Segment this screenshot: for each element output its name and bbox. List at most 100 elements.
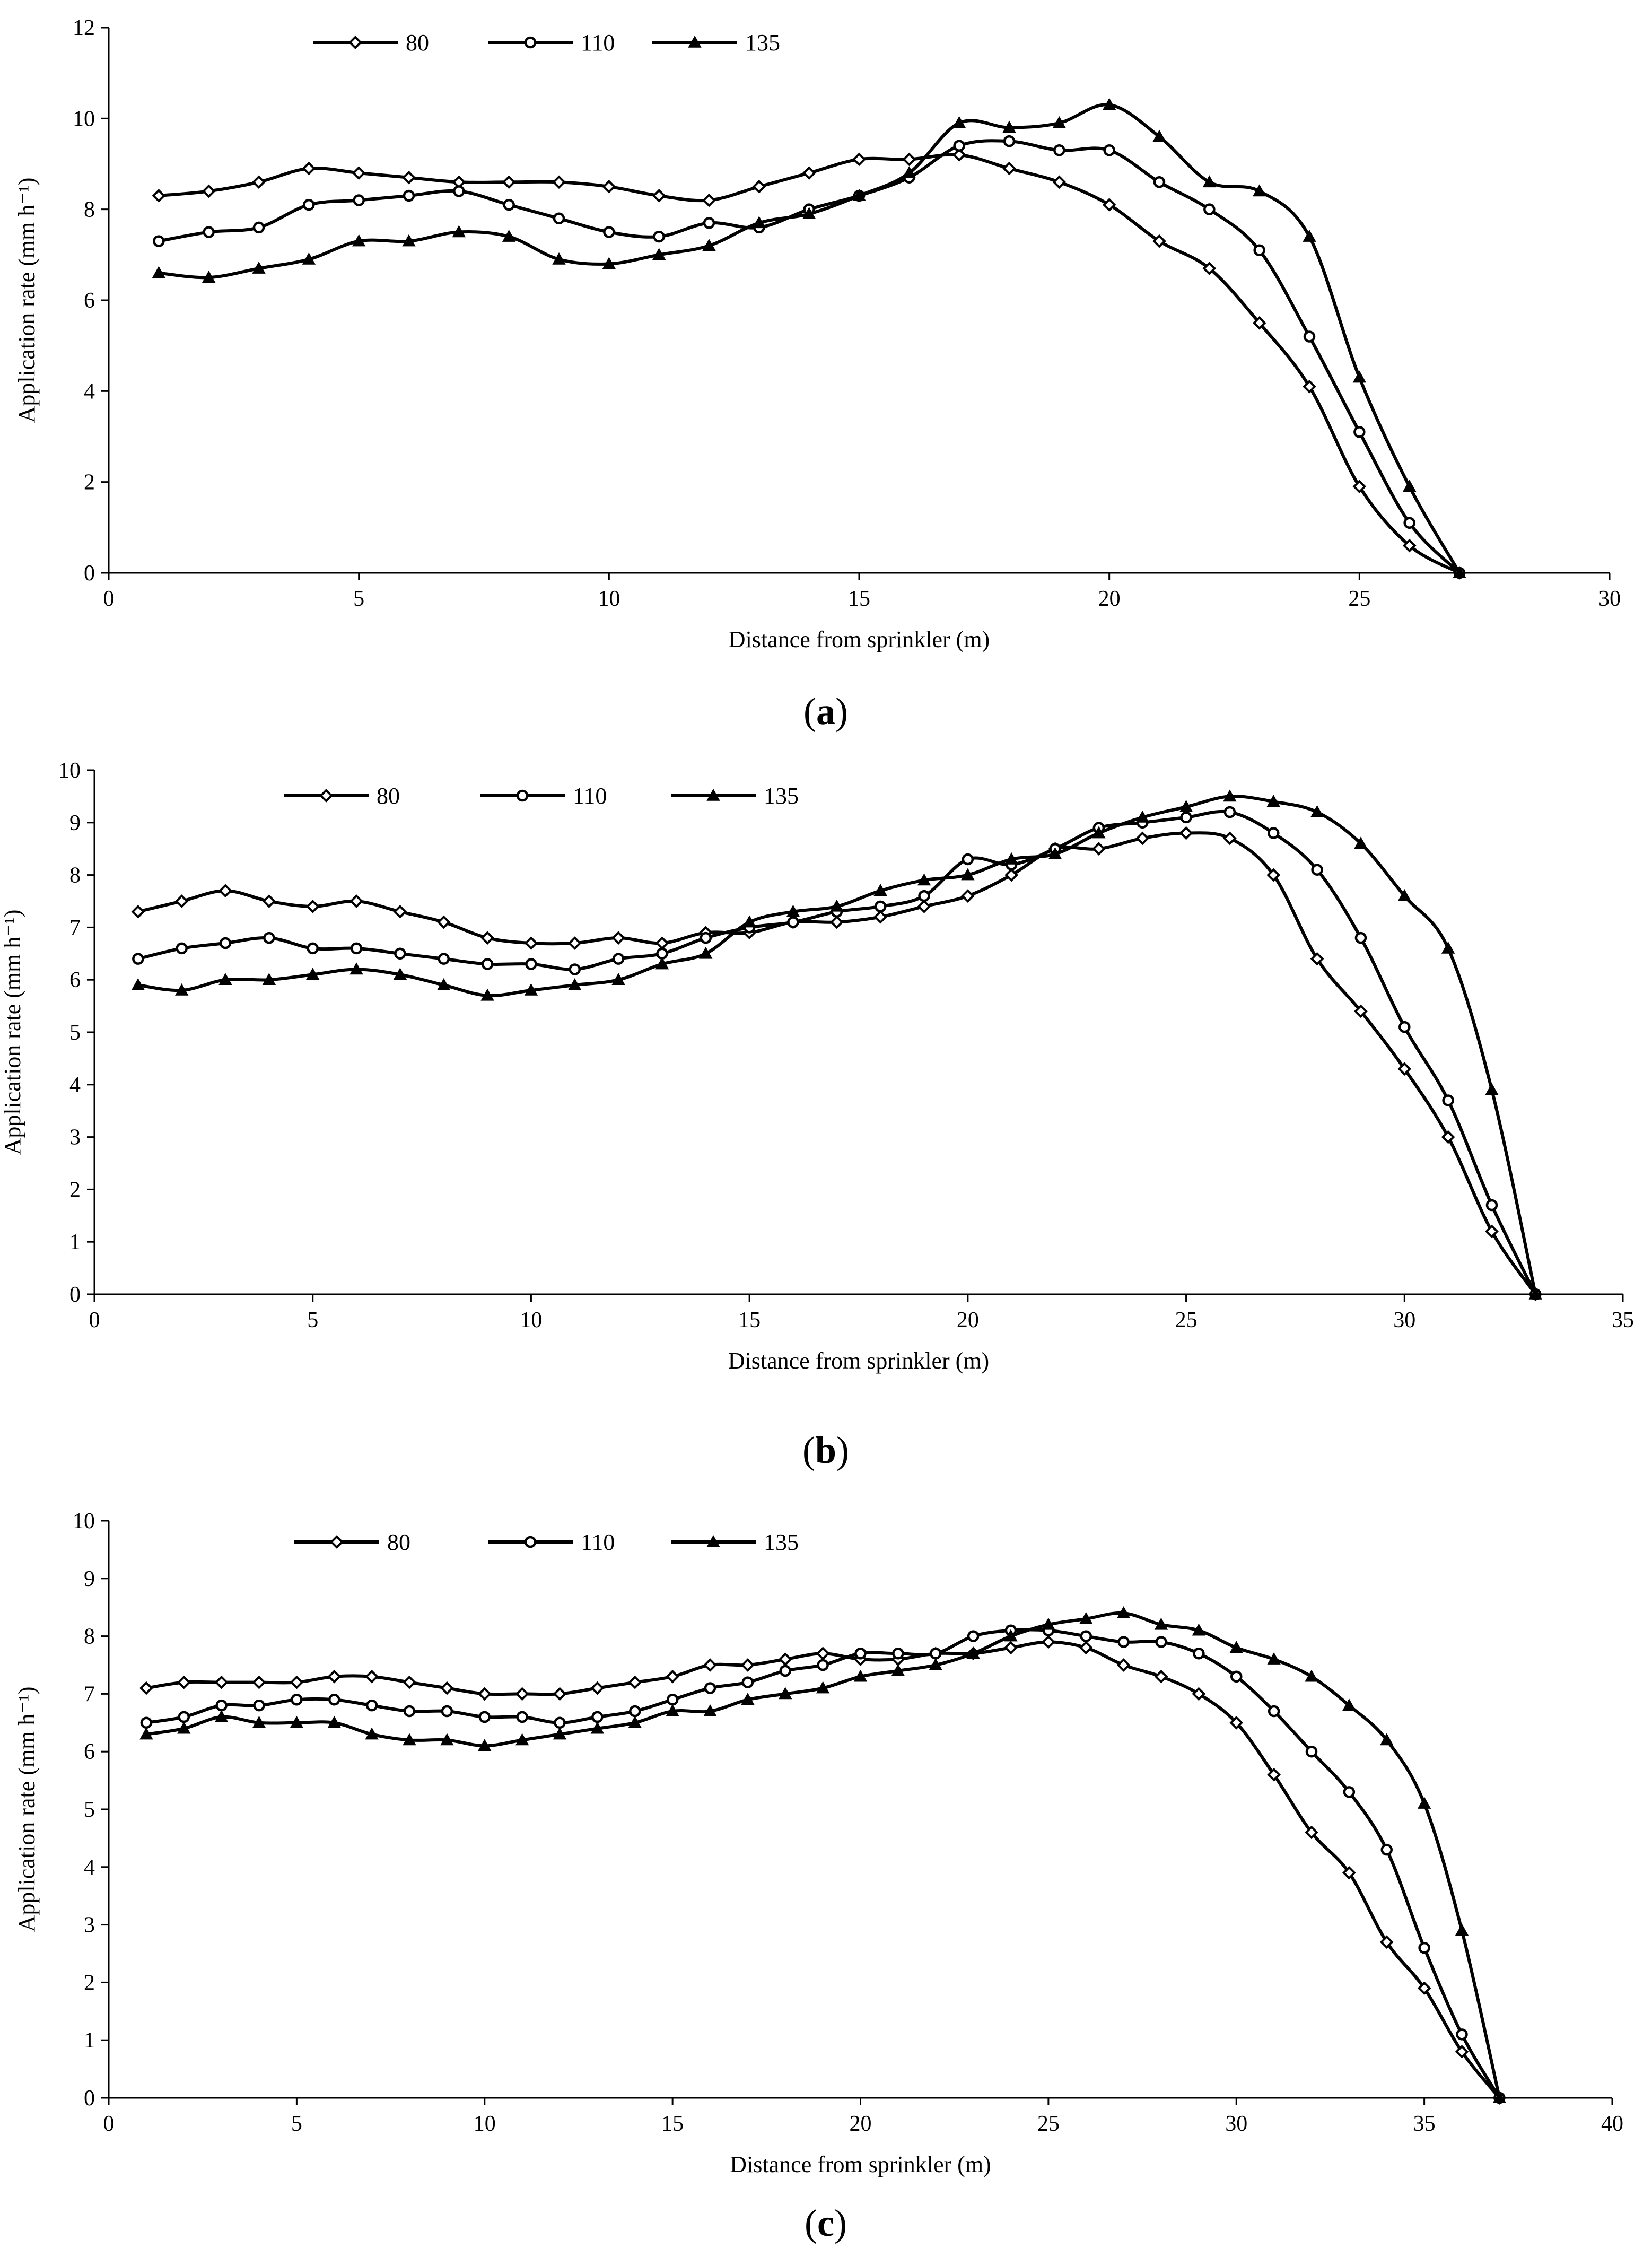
legend-label-110-b: 110 — [573, 783, 607, 809]
data-point-135-a — [1152, 129, 1166, 142]
data-point-80-b — [830, 915, 844, 929]
data-point-135-a — [802, 207, 816, 220]
data-point-135-b — [742, 915, 756, 928]
data-point-110-b — [263, 931, 275, 944]
data-point-80-c — [1004, 1641, 1018, 1655]
data-point-135-a — [1453, 565, 1466, 578]
data-point-135-b — [1179, 800, 1193, 812]
data-point-135-b — [873, 884, 887, 896]
x-tick-label-b: 30 — [1393, 1308, 1415, 1332]
data-point-135-b — [1048, 847, 1062, 859]
data-point-80-b — [480, 931, 494, 945]
data-point-110-c — [967, 1630, 980, 1642]
data-point-135-a — [902, 166, 916, 178]
data-point-110-a — [1153, 176, 1166, 188]
data-point-80-c — [1116, 1658, 1131, 1672]
data-point-135-c — [816, 1681, 830, 1694]
data-point-80-a — [402, 170, 416, 185]
y-tick-label-b: 7 — [69, 916, 81, 940]
data-point-135-b — [961, 868, 975, 881]
data-point-135-a — [502, 230, 516, 242]
data-point-135-b — [917, 873, 931, 886]
legend-label-80-c: 80 — [387, 1529, 410, 1555]
data-point-110-a — [403, 189, 415, 202]
data-point-110-b — [1485, 1199, 1498, 1212]
data-point-135-b — [306, 968, 320, 980]
data-point-110-b — [1223, 806, 1236, 818]
data-point-80-c — [590, 1681, 605, 1695]
data-point-110-c — [1305, 1745, 1318, 1758]
data-point-80-c — [666, 1669, 679, 1684]
data-point-80-b — [1266, 868, 1281, 882]
data-point-80-c — [1305, 1825, 1318, 1840]
x-tick-label-c: 20 — [850, 2112, 872, 2136]
data-point-80-a — [502, 175, 516, 189]
data-point-135-c — [966, 1646, 980, 1659]
data-point-80-a — [802, 166, 816, 180]
data-point-110-c — [854, 1647, 867, 1660]
data-point-110-a — [303, 198, 315, 211]
data-point-80-c — [177, 1675, 191, 1689]
data-point-110-c — [215, 1699, 228, 1712]
panel-caption-b: (b) — [802, 1429, 849, 1471]
data-point-110-c — [478, 1711, 491, 1723]
y-tick-label-c: 9 — [84, 1567, 95, 1591]
data-point-110-c — [516, 1711, 528, 1723]
data-point-135-a — [402, 234, 416, 247]
data-point-110-c — [140, 1716, 153, 1729]
data-point-80-c — [703, 1658, 717, 1672]
data-point-110-c — [930, 1647, 942, 1660]
data-point-80-c — [515, 1687, 529, 1701]
data-point-110-b — [132, 953, 144, 965]
data-point-135-b — [218, 973, 232, 985]
series-line-135-b — [136, 795, 1537, 1296]
x-tick-label-a: 0 — [103, 587, 115, 611]
data-point-135-b — [1223, 789, 1237, 802]
data-point-110-a — [1003, 135, 1016, 147]
y-tick-label-c: 8 — [84, 1625, 95, 1649]
data-point-110-c — [1080, 1630, 1092, 1642]
data-point-135-c — [1229, 1641, 1243, 1653]
data-point-110-c — [629, 1705, 641, 1718]
data-point-135-c — [1042, 1617, 1055, 1630]
x-tick-label-b: 5 — [307, 1308, 318, 1332]
data-point-80-a — [1402, 538, 1417, 553]
data-point-135-a — [602, 257, 616, 269]
data-point-135-a — [852, 188, 866, 201]
data-point-135-c — [440, 1733, 454, 1746]
data-point-135-c — [139, 1727, 153, 1740]
data-point-80-b — [873, 910, 887, 924]
y-axis-label-c: Application rate (mm h⁻¹) — [14, 1687, 40, 1932]
y-tick-label-c: 7 — [84, 1682, 95, 1706]
data-point-110-a — [1303, 330, 1316, 343]
data-point-135-a — [1002, 120, 1016, 133]
data-point-110-b — [481, 958, 494, 970]
y-tick-label-c: 2 — [84, 1971, 95, 1995]
data-point-135-a — [1352, 370, 1367, 383]
data-point-80-b — [524, 936, 538, 950]
data-point-110-b — [1311, 864, 1323, 876]
data-point-80-a — [1202, 262, 1217, 275]
data-point-110-c — [1380, 1843, 1393, 1856]
legend-label-80-b: 80 — [377, 783, 400, 809]
data-point-80-b — [174, 894, 189, 908]
data-point-110-b — [1268, 827, 1280, 839]
data-point-80-c — [1042, 1635, 1055, 1649]
data-point-135-c — [1417, 1797, 1431, 1809]
data-point-110-b — [787, 916, 799, 928]
data-point-80-a — [852, 152, 866, 167]
data-point-110-c — [1230, 1670, 1243, 1683]
y-tick-label-c: 10 — [73, 1509, 95, 1533]
y-axis-label-a: Application rate (mm h⁻¹) — [14, 178, 40, 423]
legend-label-110-a: 110 — [581, 30, 615, 56]
data-point-135-a — [202, 271, 216, 283]
data-point-135-b — [480, 988, 494, 1001]
data-point-110-a — [1103, 144, 1115, 156]
legend-marker-80-b — [319, 789, 333, 803]
y-tick-label-a: 4 — [84, 379, 95, 404]
data-point-110-b — [962, 853, 974, 866]
data-point-135-b — [1310, 805, 1324, 817]
data-point-80-b — [1135, 831, 1150, 846]
data-point-80-c — [1079, 1641, 1093, 1655]
